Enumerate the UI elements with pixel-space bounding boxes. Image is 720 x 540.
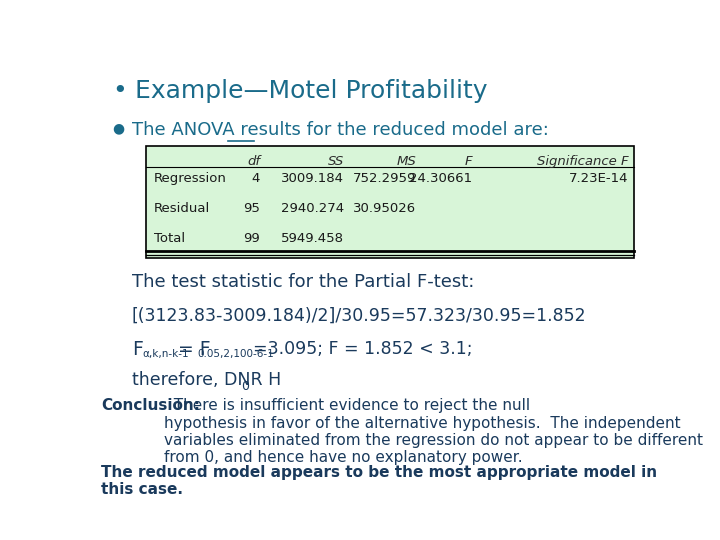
- Text: SS: SS: [328, 155, 344, 168]
- Text: 24.30661: 24.30661: [409, 172, 472, 185]
- Text: Residual: Residual: [154, 201, 210, 214]
- Text: 30.95026: 30.95026: [354, 201, 416, 214]
- Text: therefore, DNR H: therefore, DNR H: [132, 371, 281, 389]
- Text: α,k,n-k-1: α,k,n-k-1: [142, 349, 189, 359]
- Text: Example—Motel Profitability: Example—Motel Profitability: [135, 79, 487, 103]
- Text: 0.05,2,100-6-1: 0.05,2,100-6-1: [198, 349, 274, 359]
- Text: MS: MS: [397, 155, 416, 168]
- Text: =3.095; F = 1.852 < 3.1;: =3.095; F = 1.852 < 3.1;: [253, 340, 472, 358]
- Text: The ANOVA results for the reduced model are:: The ANOVA results for the reduced model …: [132, 121, 549, 139]
- Text: = F: = F: [178, 340, 211, 359]
- Text: 95: 95: [243, 201, 260, 214]
- Text: Regression: Regression: [154, 172, 227, 185]
- Text: [(3123.83-3009.184)/2]/30.95=57.323/30.95=1.852: [(3123.83-3009.184)/2]/30.95=57.323/30.9…: [132, 307, 587, 325]
- Text: Conclusion:: Conclusion:: [101, 399, 200, 413]
- Text: ●: ●: [112, 121, 125, 135]
- FancyBboxPatch shape: [145, 146, 634, 258]
- Text: 2940.274: 2940.274: [281, 201, 344, 214]
- Text: 0: 0: [241, 380, 249, 393]
- Text: Significance F: Significance F: [537, 155, 629, 168]
- Text: The test statistic for the Partial F-test:: The test statistic for the Partial F-tes…: [132, 273, 474, 291]
- Text: 752.2959: 752.2959: [353, 172, 416, 185]
- Text: There is insufficient evidence to reject the null
hypothesis in favor of the alt: There is insufficient evidence to reject…: [164, 399, 703, 465]
- Text: 5949.458: 5949.458: [281, 232, 344, 245]
- Text: F: F: [464, 155, 472, 168]
- Text: 7.23E-14: 7.23E-14: [569, 172, 629, 185]
- Text: Total: Total: [154, 232, 185, 245]
- Text: The reduced model appears to be the most appropriate model in
this case.: The reduced model appears to be the most…: [101, 465, 657, 497]
- Text: F: F: [132, 340, 143, 359]
- Text: •: •: [112, 79, 127, 103]
- Text: 3009.184: 3009.184: [281, 172, 344, 185]
- Text: 4: 4: [252, 172, 260, 185]
- Text: df: df: [247, 155, 260, 168]
- Text: 99: 99: [243, 232, 260, 245]
